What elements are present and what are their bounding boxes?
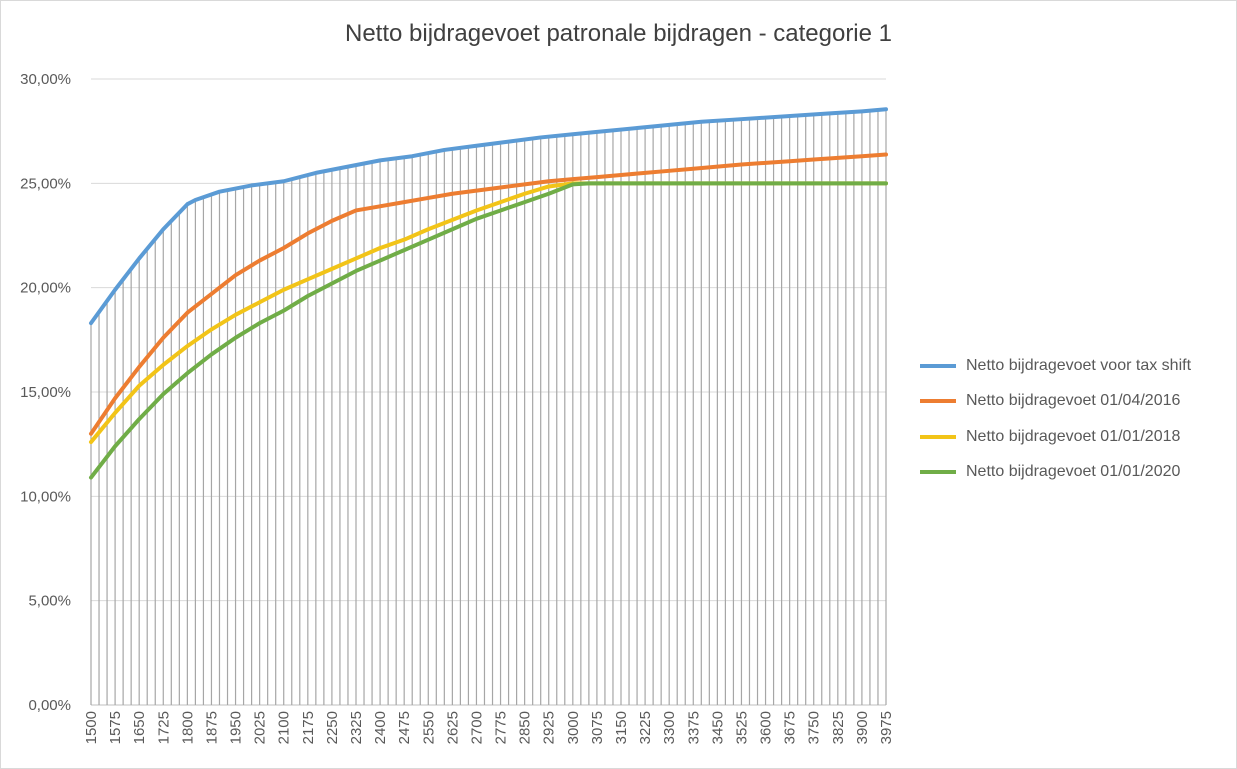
x-tick-label: 1875	[203, 711, 220, 744]
legend-label: Netto bijdragevoet 01/01/2020	[966, 463, 1181, 481]
x-tick-label: 1950	[228, 711, 245, 744]
series-line-1	[89, 152, 888, 436]
y-tick-label: 5,00%	[28, 593, 71, 610]
x-tick-label: 3600	[758, 711, 775, 744]
chart-title: Netto bijdragevoet patronale bijdragen -…	[344, 20, 893, 47]
legend-swatch	[920, 363, 956, 368]
y-tick-label: 10,00%	[20, 488, 71, 505]
x-tick-label: 3750	[806, 711, 823, 744]
legend-swatch	[920, 470, 956, 475]
x-tick-label: 2550	[420, 711, 437, 744]
legend-item-2016: Netto bijdragevoet 01/04/2016	[920, 384, 1191, 420]
x-tick-label: 1650	[131, 711, 148, 744]
x-tick-label: 1575	[107, 711, 124, 744]
y-tick-label: 20,00%	[20, 280, 71, 297]
x-tick-label: 2775	[493, 711, 510, 744]
droplines	[90, 109, 887, 705]
gridlines	[91, 78, 886, 706]
x-tick-label: 2025	[252, 711, 269, 744]
x-tick-label: 3975	[878, 711, 895, 744]
legend-label: Netto bijdragevoet voor tax shift	[966, 356, 1192, 374]
x-tick-label: 1500	[83, 711, 100, 744]
legend-swatch	[920, 399, 956, 404]
x-tick-label: 2400	[372, 711, 389, 744]
x-tick-label: 2325	[348, 711, 365, 744]
x-tick-label: 2250	[324, 711, 341, 744]
x-tick-label: 3300	[661, 711, 678, 744]
x-tick-label: 3825	[830, 711, 847, 744]
x-tick-label: 2175	[300, 711, 317, 744]
y-tick-label: 15,00%	[20, 384, 71, 401]
x-tick-label: 1725	[155, 711, 172, 744]
x-tick-label: 3900	[854, 711, 871, 744]
x-tick-label: 3675	[782, 711, 799, 744]
x-tick-label: 3075	[589, 711, 606, 744]
y-tick-label: 0,00%	[28, 697, 71, 714]
legend-label: Netto bijdragevoet 01/01/2018	[966, 427, 1181, 445]
legend-item-voor-tax-shift: Netto bijdragevoet voor tax shift	[920, 348, 1191, 384]
x-tick-label: 3375	[685, 711, 702, 744]
y-tick-label: 30,00%	[20, 71, 71, 88]
x-axis-ticks: 1500 1575 1650 1725 1800 1875 1950 2025 2100 2175…	[83, 711, 895, 744]
legend-item-2018: Netto bijdragevoet 01/01/2018	[920, 419, 1191, 455]
x-tick-label: 2100	[276, 711, 293, 744]
x-tick-label: 2925	[541, 711, 558, 744]
legend-label: Netto bijdragevoet 01/04/2016	[966, 392, 1181, 410]
x-tick-label: 3000	[565, 711, 582, 744]
legend: Netto bijdragevoet voor tax shift Netto …	[920, 348, 1191, 490]
legend-item-2020: Netto bijdragevoet 01/01/2020	[920, 455, 1191, 491]
x-tick-label: 2700	[468, 711, 485, 744]
x-tick-label: 3225	[637, 711, 654, 744]
x-tick-label: 2475	[396, 711, 413, 744]
x-tick-label: 2625	[444, 711, 461, 744]
x-tick-label: 3525	[733, 711, 750, 744]
y-axis-ticks: 0,00% 5,00% 10,00% 15,00% 20,00% 25,00% 30,00%	[20, 71, 71, 714]
series-lines	[89, 107, 888, 480]
y-tick-label: 25,00%	[20, 175, 71, 192]
series-line-0	[89, 107, 888, 326]
x-tick-label: 2850	[517, 711, 534, 744]
x-tick-label: 3150	[613, 711, 630, 744]
x-tick-label: 1800	[179, 711, 196, 744]
x-tick-label: 3450	[709, 711, 726, 744]
legend-swatch	[920, 434, 956, 439]
series-line-3	[89, 181, 888, 480]
series-line-2	[89, 181, 888, 445]
